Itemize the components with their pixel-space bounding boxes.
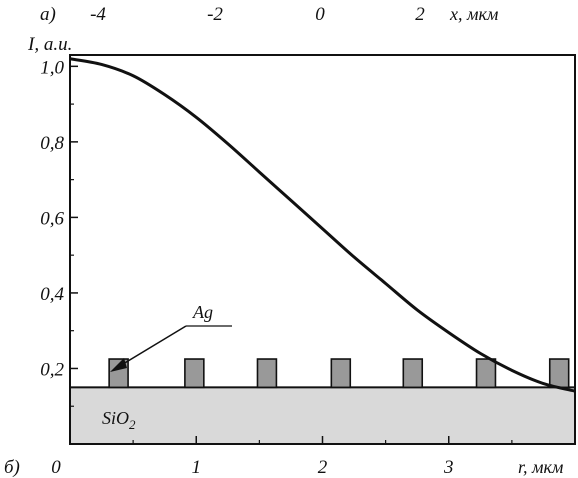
ag-ridge-5 — [402, 358, 424, 389]
substrate-label: SiO2 — [102, 408, 136, 432]
y-tick-label-1: 0,2 — [40, 359, 64, 380]
y-tick-label-3: 0,6 — [40, 208, 64, 229]
top-tick-label-1: -4 — [90, 4, 106, 25]
y-tick-label-5: 1,0 — [40, 57, 64, 78]
x-axis-title: r, мкм — [518, 457, 564, 477]
y-tick-label-4: 0,8 — [40, 133, 64, 154]
top-tick-label-4: 2 — [415, 4, 425, 25]
ridge-label: Ag — [192, 302, 213, 322]
x-tick-label-3: 2 — [318, 457, 328, 478]
y-axis-title: I, a.u. — [27, 34, 72, 55]
ag-ridge-4 — [330, 358, 352, 389]
x-tick-label-2: 1 — [192, 457, 202, 478]
ag-pointer-line — [117, 325, 187, 368]
ag-ridge-2 — [184, 358, 205, 389]
top-axis-label: x, мкм — [449, 4, 499, 24]
ag-ridge-7 — [548, 358, 570, 389]
x-tick-label-4: 3 — [443, 457, 454, 478]
top-tick-label-2: -2 — [207, 4, 223, 25]
plot-frame — [69, 54, 576, 445]
ag-arrowhead — [110, 358, 127, 372]
intensity-curve — [69, 57, 576, 393]
ag-ridge-3 — [256, 358, 278, 389]
ag-ridge-6 — [475, 358, 497, 389]
sio2-substrate — [69, 386, 576, 446]
top-tick-label-3: 0 — [315, 4, 325, 25]
panel-label-b: б) — [4, 457, 20, 478]
y-tick-label-2: 0,4 — [40, 284, 64, 305]
panel-label-a: а) — [40, 4, 56, 25]
x-tick-label-1: 0 — [51, 457, 61, 478]
